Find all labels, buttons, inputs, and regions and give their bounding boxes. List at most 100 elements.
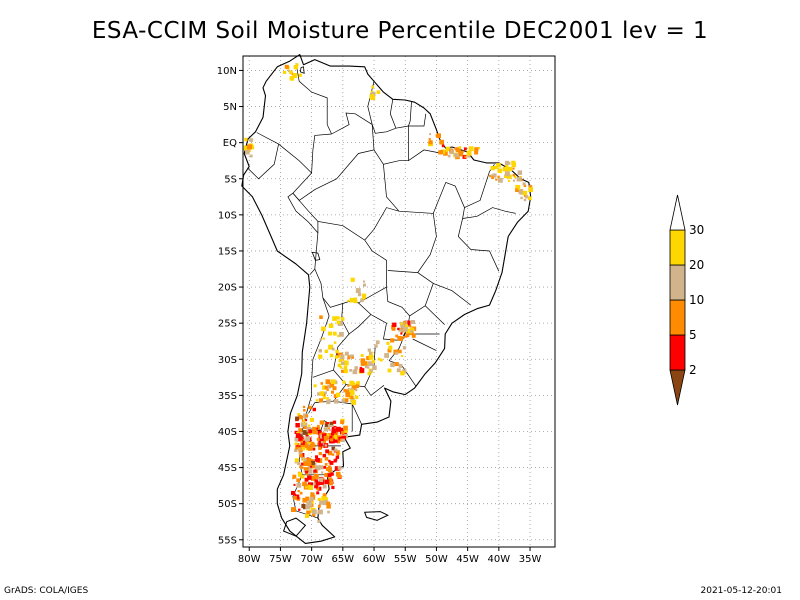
shaded-cell	[308, 470, 313, 474]
shaded-cell	[294, 442, 298, 446]
shaded-cell	[362, 293, 367, 298]
shaded-cell	[519, 190, 524, 195]
shaded-cell	[324, 423, 328, 427]
shaded-cell	[336, 316, 340, 320]
shaded-cell	[314, 479, 318, 483]
shaded-cell	[345, 392, 351, 398]
shaded-cell	[322, 396, 326, 400]
shaded-cell	[303, 422, 308, 427]
shaded-cell	[327, 473, 332, 478]
shaded-cell	[369, 94, 375, 99]
shaded-cell	[332, 316, 337, 321]
shaded-cell	[321, 326, 326, 332]
shaded-cell	[372, 365, 377, 370]
shaded-cell	[327, 427, 330, 430]
lat-tick-label: 20S	[218, 283, 237, 294]
shaded-cell	[333, 459, 337, 463]
shaded-cell	[449, 147, 452, 150]
shaded-cell	[349, 388, 354, 394]
shaded-cell	[315, 455, 319, 459]
shaded-cell	[467, 154, 471, 158]
shaded-cell	[310, 460, 315, 465]
shaded-cell	[316, 424, 320, 428]
shaded-cell	[316, 487, 320, 491]
shaded-cell	[344, 351, 349, 356]
shaded-cell	[351, 399, 357, 405]
shaded-cell	[336, 452, 339, 455]
border-line	[358, 287, 410, 341]
lon-tick-label: 45W	[456, 554, 479, 565]
shaded-cell	[314, 465, 320, 471]
shaded-cell	[332, 420, 337, 424]
shaded-cell	[374, 344, 378, 348]
shaded-cell	[318, 477, 324, 483]
lon-tick-label: 70W	[300, 554, 323, 565]
shaded-cell	[350, 387, 353, 391]
shaded-cell	[299, 453, 303, 458]
shaded-cell	[405, 333, 410, 338]
shaded-cell	[351, 400, 354, 403]
colorbar-segment	[669, 369, 686, 406]
shaded-cell	[335, 455, 340, 459]
colorbar-label: 5	[689, 328, 697, 342]
shaded-cell	[293, 64, 299, 70]
shaded-cell	[313, 384, 317, 388]
shaded-cell	[324, 463, 328, 466]
shaded-cell	[330, 385, 333, 388]
shaded-cell	[304, 418, 308, 422]
shaded-cell	[249, 138, 254, 142]
graticule	[243, 56, 555, 547]
shaded-cell	[319, 465, 324, 470]
border-line	[295, 63, 332, 135]
shaded-cell	[504, 171, 510, 177]
shaded-cell	[333, 394, 338, 398]
shaded-cell	[450, 150, 453, 153]
shaded-cell	[331, 485, 335, 490]
colorbar-label: 30	[689, 223, 704, 237]
shaded-cell	[344, 398, 349, 403]
shaded-cell	[299, 434, 303, 439]
shaded-cell	[292, 73, 298, 78]
shaded-cell	[515, 188, 519, 192]
shaded-cell	[296, 482, 302, 488]
shaded-cell	[428, 140, 433, 145]
shaded-cell	[397, 327, 400, 331]
border-line	[383, 149, 443, 212]
shaded-cell	[363, 283, 366, 287]
border-line	[409, 283, 434, 317]
lon-tick-label: 40W	[488, 554, 511, 565]
shaded-cell	[289, 76, 295, 81]
shaded-cell	[305, 414, 309, 417]
shaded-cell	[328, 428, 331, 432]
colorbar-segment	[669, 334, 686, 371]
shaded-cell	[435, 134, 439, 137]
shaded-cell	[298, 447, 302, 451]
shaded-cell	[289, 70, 293, 74]
shaded-cell	[340, 427, 343, 431]
shaded-cell	[293, 496, 297, 500]
shaded-cell	[327, 433, 331, 437]
border-line	[458, 236, 500, 272]
shaded-cell	[336, 392, 341, 397]
lon-tick-label: 65W	[332, 554, 355, 565]
shaded-cell	[354, 395, 359, 400]
shaded-cell	[390, 362, 395, 368]
lake-maracaibo	[299, 66, 305, 74]
shaded-cell	[312, 426, 317, 432]
shaded-cell	[307, 443, 310, 446]
shaded-cell	[329, 437, 332, 439]
shaded-cell	[245, 149, 250, 155]
shaded-cell	[411, 333, 416, 338]
shaded-cell	[305, 504, 310, 510]
shaded-cell	[354, 388, 358, 392]
shaded-cell	[343, 428, 348, 433]
shaded-cell	[367, 366, 370, 369]
colorbar-segment	[669, 229, 686, 266]
shaded-cell	[308, 429, 313, 434]
shaded-cell	[322, 484, 327, 489]
shaded-cell	[301, 447, 305, 451]
shaded-cell	[497, 177, 503, 183]
shaded-cell	[368, 361, 373, 366]
shaded-cell	[394, 362, 399, 367]
shaded-cell	[328, 331, 332, 336]
